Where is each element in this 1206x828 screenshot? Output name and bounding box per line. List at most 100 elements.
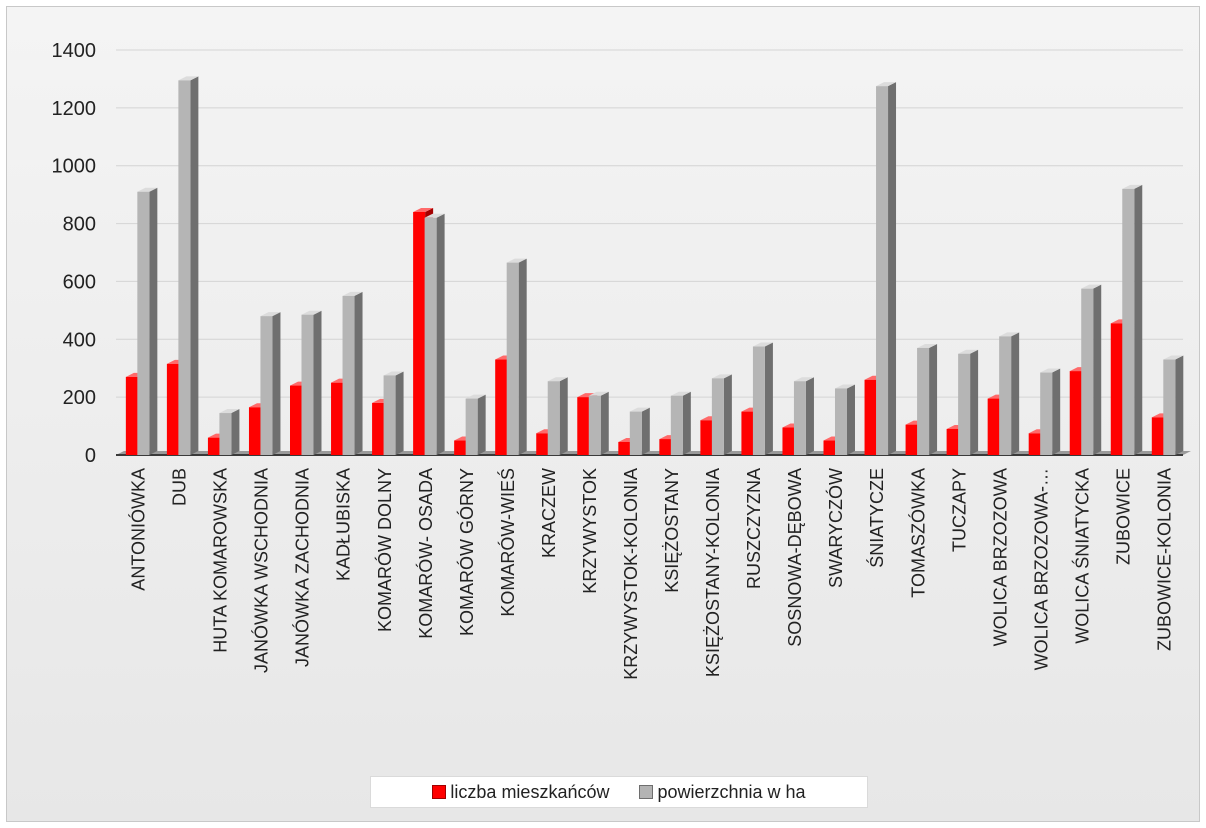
- x-tick-label: JANÓWKA ZACHODNIA: [292, 468, 313, 667]
- y-tick-label: 1200: [52, 98, 97, 120]
- bar-area: [1163, 359, 1176, 455]
- bar-area: [547, 381, 560, 455]
- bar-area-top: [629, 407, 650, 412]
- bar-area: [876, 86, 889, 456]
- bar-residents: [125, 376, 138, 455]
- legend-label-residents: liczba mieszkańców: [450, 781, 610, 802]
- bar-area-side: [1093, 284, 1102, 455]
- x-tick-label: KRACZEW: [539, 468, 559, 558]
- bar-area-side: [149, 187, 158, 455]
- x-tick-label: RUSZCZYZNA: [744, 468, 764, 589]
- bar-area-side: [929, 343, 938, 455]
- bar-area-top: [1122, 184, 1143, 189]
- bar-area-top: [342, 291, 363, 296]
- bar-area-top: [793, 377, 814, 382]
- bar-area-side: [559, 377, 568, 455]
- bar-area-side: [1052, 368, 1061, 455]
- x-tick-label: SOSNOWA-DĘBOWA: [785, 468, 805, 647]
- bar-area-side: [600, 391, 609, 455]
- bar-residents: [248, 407, 261, 455]
- x-tick-label: TOMASZÓWKA: [907, 468, 928, 598]
- y-tick-label: 1000: [52, 156, 97, 178]
- bar-area-side: [1011, 332, 1020, 455]
- x-tick-label: SWARYCZÓW: [825, 468, 846, 588]
- x-tick-label: ANTONIÓWKA: [128, 468, 149, 591]
- bar-area: [670, 395, 683, 455]
- bar-residents: [1151, 417, 1164, 455]
- bar-area-top: [137, 187, 158, 192]
- y-tick-label: 800: [63, 214, 96, 236]
- bar-area-top: [1163, 355, 1184, 360]
- bar-area-side: [1175, 355, 1184, 455]
- bar-residents: [454, 440, 467, 455]
- x-tick-label: DUB: [170, 468, 190, 506]
- bar-area: [260, 316, 273, 455]
- legend-swatch-residents: [432, 785, 447, 799]
- x-tick-label: KRZYWYSTOK-KOLONIA: [621, 468, 641, 680]
- bar-area-top: [1040, 368, 1061, 373]
- bar-residents-top: [413, 208, 434, 212]
- bar-area: [917, 347, 930, 455]
- bar-area-top: [711, 374, 732, 379]
- bar-residents: [331, 382, 344, 455]
- bar-residents: [207, 437, 220, 455]
- bar-area-top: [424, 213, 445, 218]
- bar-area-side: [723, 374, 732, 455]
- bar-area-side: [190, 76, 199, 455]
- legend-item-area: powierzchnia w ha: [639, 781, 806, 803]
- bar-area-side: [641, 407, 650, 455]
- bar-residents: [700, 420, 713, 455]
- x-tick-label: JANÓWKA WSCHODNIA: [251, 468, 272, 673]
- x-tick-label: KOMARÓW-WIEŚ: [497, 468, 518, 617]
- x-tick-label: KSIĘŻOSTANY-KOLONIA: [703, 468, 723, 677]
- bar-area-side: [846, 384, 855, 455]
- bar-area: [137, 191, 150, 455]
- bar-area-top: [383, 371, 404, 376]
- bar-area-top: [260, 312, 281, 317]
- bar-area: [424, 217, 437, 455]
- y-tick-label: 400: [63, 329, 96, 351]
- y-tick-label: 200: [63, 387, 96, 409]
- bar-area: [588, 395, 601, 455]
- bar-residents: [413, 212, 426, 455]
- bar-residents: [1069, 371, 1082, 455]
- x-tick-label: ŚNIATYCZE: [866, 468, 887, 568]
- legend-label-area: powierzchnia w ha: [657, 781, 806, 802]
- bar-area: [1040, 372, 1053, 455]
- bar-area-top: [752, 342, 773, 347]
- x-tick-label: WOLICA BRZOZOWA-…: [1031, 468, 1051, 670]
- bar-area: [958, 353, 971, 455]
- bar-residents: [864, 379, 877, 455]
- bar-residents: [536, 433, 549, 455]
- bar-area: [793, 381, 806, 455]
- bar-residents: [946, 428, 959, 455]
- bar-residents: [782, 427, 795, 455]
- bar-area-top: [547, 377, 568, 382]
- x-tick-label: KADŁUBISKA: [334, 468, 354, 581]
- bar-area-top: [834, 384, 855, 389]
- bar-area-top: [670, 391, 691, 396]
- bar-area: [711, 378, 724, 455]
- bar-area-top: [178, 76, 199, 81]
- bar-residents: [290, 385, 303, 455]
- bar-residents: [372, 402, 385, 455]
- x-tick-label: KOMARÓW- OSADA: [415, 468, 436, 639]
- x-tick-label: KSIĘŻOSTANY: [662, 468, 682, 593]
- legend: liczba mieszkańców powierzchnia w ha: [370, 776, 868, 808]
- bar-area: [301, 314, 314, 455]
- bar-residents: [495, 359, 508, 455]
- bar-area-top: [465, 394, 486, 399]
- bar-area-side: [888, 82, 897, 456]
- bar-area-top: [1081, 284, 1102, 289]
- bar-area: [219, 413, 232, 455]
- x-tick-label: KOMARÓW GÓRNY: [456, 468, 477, 636]
- bar-area-side: [436, 213, 445, 455]
- bar-area-side: [764, 342, 773, 455]
- bar-area-side: [970, 349, 979, 455]
- bar-area-top: [876, 82, 897, 87]
- x-tick-label: WOLICA BRZOZOWA: [990, 468, 1010, 646]
- bar-area: [465, 398, 478, 455]
- legend-item-residents: liczba mieszkańców: [432, 782, 609, 803]
- bar-area-side: [395, 371, 404, 455]
- x-tick-label: KRZYWYSTOK: [580, 468, 600, 594]
